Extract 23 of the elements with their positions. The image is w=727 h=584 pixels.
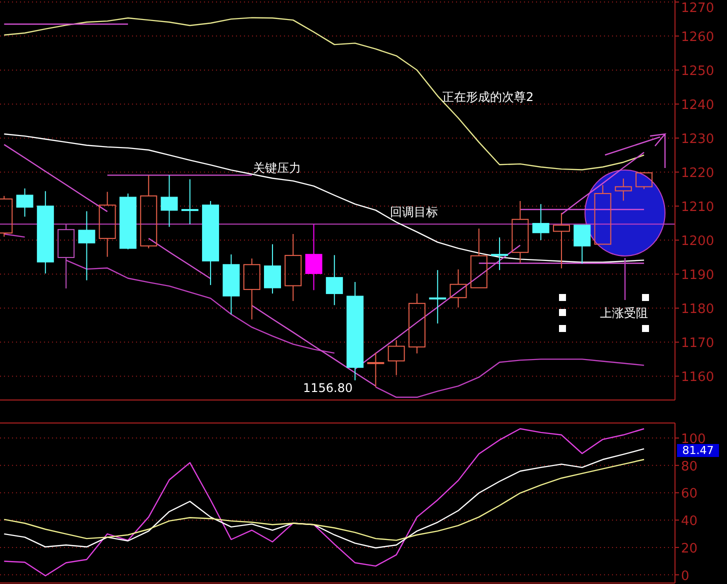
y-tick-label: 60 — [681, 486, 698, 502]
annotation: 关键压力 — [253, 161, 301, 175]
y-tick-label: 1270 — [681, 1, 714, 16]
y-tick-label: 80 — [681, 459, 698, 474]
y-tick-label: 1200 — [681, 234, 714, 250]
y-tick-label: 1250 — [681, 64, 714, 80]
y-tick-label: 1180 — [681, 302, 714, 318]
annotation: 1156.80 — [303, 381, 353, 395]
y-tick-label: 1260 — [681, 30, 714, 46]
annotation: 上涨受阻 — [600, 306, 648, 320]
y-tick-label: 1160 — [681, 370, 714, 386]
y-tick-label: 1240 — [681, 98, 714, 114]
y-tick-label: 1210 — [681, 200, 714, 216]
y-tick-label: 1190 — [681, 268, 714, 284]
y-tick-label: 1170 — [681, 336, 714, 352]
y-tick-label: 0 — [681, 568, 690, 584]
ref-line-label: 回调目标 — [390, 205, 438, 220]
y-tick-label: 1220 — [681, 166, 714, 182]
y-tick-label: 20 — [681, 541, 698, 556]
y-tick-label: 40 — [681, 514, 698, 530]
text: 81.47 — [682, 444, 714, 457]
annotation: 正在形成的次尊2 — [442, 90, 534, 104]
y-tick-label: 1230 — [681, 132, 714, 148]
